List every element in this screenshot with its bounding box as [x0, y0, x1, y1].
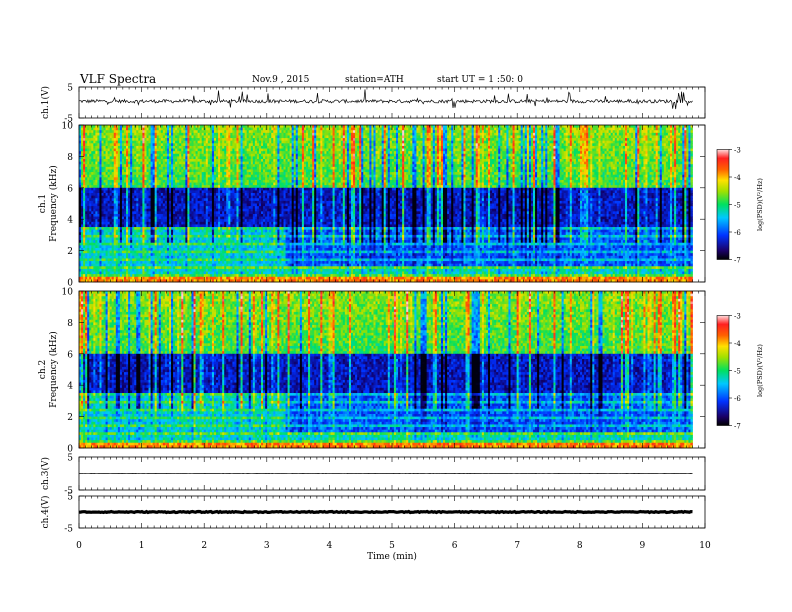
ch1-spectrogram-colorbar-label: log(PSD)(V²/Hz)	[756, 178, 764, 231]
ch2-spectrogram-ytick-label: 4	[67, 382, 73, 392]
ch1-spectrogram-colorbar-tick-label: -7	[734, 257, 741, 265]
ch2-spectrogram-heatmap	[79, 291, 693, 448]
ch1-voltage-ylabel: ch.1(V)	[40, 86, 51, 119]
ch2-spectrogram-colorbar-tick-label: -3	[734, 313, 741, 321]
ch1-spectrogram-ylabel-frequency: Frequency (kHz)	[48, 165, 59, 242]
ch3-voltage-ylabel: ch.3(V)	[40, 457, 51, 490]
ch1-spectrogram-colorbar-tick-label: -3	[734, 147, 741, 155]
time-axis-tick-label: 9	[640, 541, 646, 551]
ch4-voltage-series-line	[79, 512, 693, 513]
vlf-figure: 5-5ch.1(V)0246810ch.1 Frequency (kHz)-3-4…	[0, 0, 792, 612]
time-axis-tick-label: 8	[577, 541, 583, 551]
ch2-spectrogram-ytick-label: 10	[62, 288, 74, 298]
ch3-voltage-ytick-label: 5	[67, 454, 73, 464]
ch2-spectrogram-colorbar	[717, 316, 729, 426]
ch2-spectrogram-ylabel-frequency: Frequency (kHz)	[48, 331, 59, 408]
ch2-spectrogram-ylabel-channel: ch.2	[38, 360, 48, 379]
time-axis-label: Time (min)	[367, 551, 417, 562]
ch2-spectrogram-ytick-label: 6	[67, 350, 73, 360]
time-axis-tick-label: 4	[327, 541, 333, 551]
time-axis-tick-label: 0	[76, 541, 82, 551]
time-axis-tick-label: 10	[699, 541, 711, 551]
ch1-spectrogram-ytick-label: 8	[67, 153, 73, 163]
time-axis-tick-label: 7	[514, 541, 520, 551]
ch1-spectrogram-ytick-label: 6	[67, 184, 73, 194]
ch1-voltage-series-line	[79, 89, 693, 109]
ch1-spectrogram-colorbar-tick-label: -4	[734, 174, 741, 182]
time-axis-tick-label: 3	[264, 541, 270, 551]
ch4-voltage-ytick-label: -5	[64, 525, 73, 535]
ch1-voltage-ytick-label: 5	[67, 84, 73, 94]
ch2-spectrogram-colorbar-tick-label: -6	[734, 395, 741, 403]
time-axis-tick-label: 1	[139, 541, 145, 551]
ch2-spectrogram-ytick-label: 2	[67, 413, 73, 423]
ch2-spectrogram-colorbar-tick-label: -4	[734, 340, 741, 348]
time-axis-tick-label: 5	[389, 541, 395, 551]
ch2-spectrogram-colorbar-tick-label: -5	[734, 368, 741, 376]
ch1-spectrogram-colorbar	[717, 150, 729, 260]
ch4-voltage-ytick-label: 5	[67, 493, 73, 503]
ch1-spectrogram-colorbar-tick-label: -6	[734, 229, 741, 237]
ch2-spectrogram-ytick-label: 8	[67, 319, 73, 329]
ch2-spectrogram-colorbar-label: log(PSD)(V²/Hz)	[756, 344, 764, 397]
ch1-spectrogram-ytick-label: 10	[62, 122, 74, 132]
ch1-spectrogram-heatmap	[79, 125, 693, 282]
ch1-spectrogram-colorbar-tick-label: -5	[734, 202, 741, 210]
time-axis-tick-label: 2	[201, 541, 207, 551]
ch1-spectrogram-ylabel-channel: ch.1	[38, 194, 48, 213]
ch2-spectrogram-colorbar-tick-label: -7	[734, 423, 741, 431]
ch1-spectrogram-ytick-label: 2	[67, 247, 73, 257]
ch4-voltage-ylabel: ch.4(V)	[40, 496, 51, 529]
ch1-spectrogram-ytick-label: 4	[67, 216, 73, 226]
time-axis-tick-label: 6	[452, 541, 458, 551]
